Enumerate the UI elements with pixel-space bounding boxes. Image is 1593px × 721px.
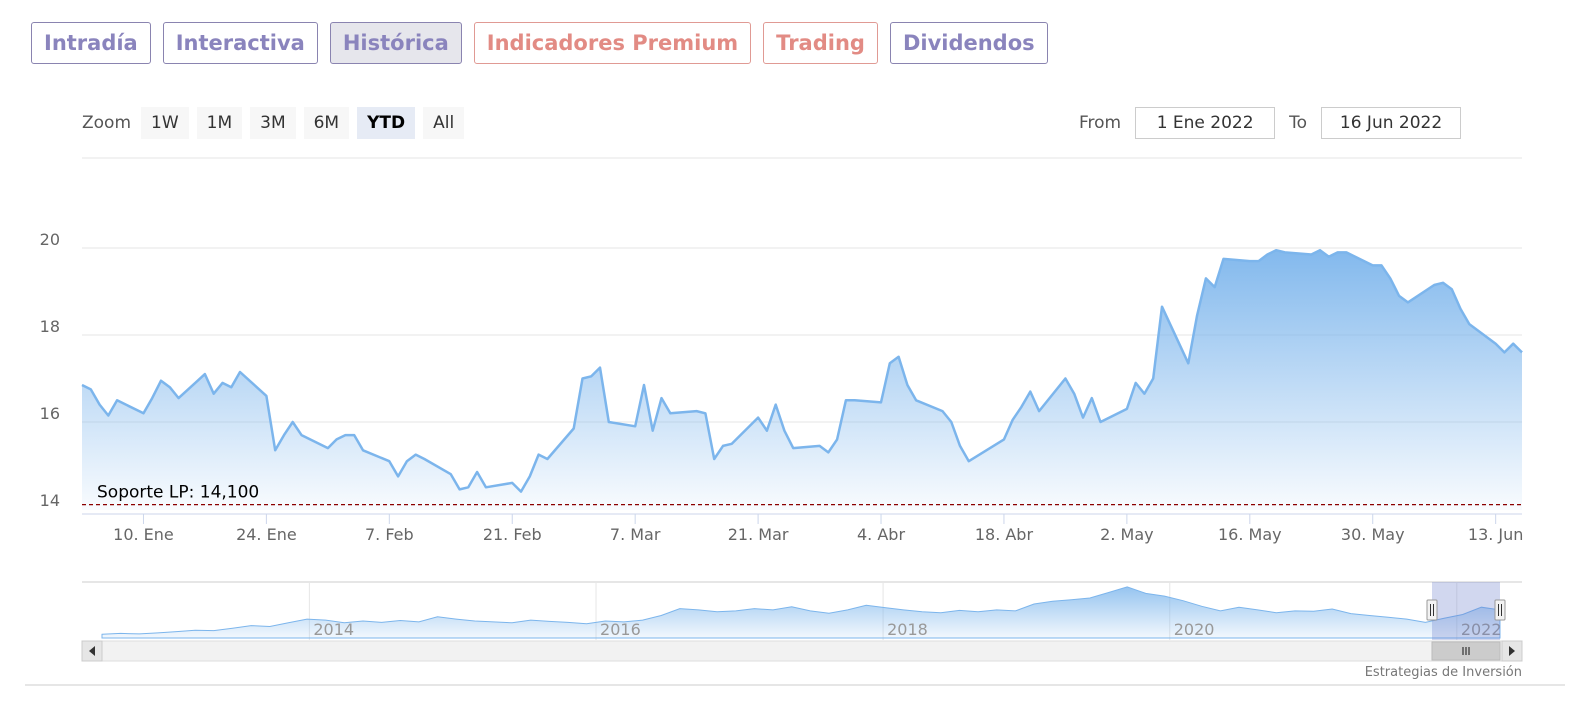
x-tick-label: 24. Ene — [236, 525, 297, 544]
navigator-year-label: 2014 — [313, 620, 354, 639]
x-tick-label: 7. Mar — [610, 525, 661, 544]
zoom-selector: Zoom 1W 1M 3M 6M YTD All — [82, 107, 465, 139]
y-axis-labels: 14 16 18 20 — [40, 230, 60, 510]
navigator-selection[interactable] — [1432, 582, 1500, 640]
y-tick-label: 18 — [40, 317, 60, 336]
x-tick-label: 4. Abr — [857, 525, 905, 544]
y-tick-label: 20 — [40, 230, 60, 249]
credit-text[interactable]: Estrategias de Inversión — [1365, 665, 1522, 680]
navigator-year-labels: 2014 2016 2018 2020 2022 — [313, 620, 1501, 639]
x-tick-label: 13. Jun — [1468, 525, 1524, 544]
zoom-button-ytd[interactable]: YTD — [357, 107, 416, 139]
zoom-buttons: 1W 1M 3M 6M YTD All — [141, 107, 465, 139]
x-tick-label: 21. Mar — [728, 525, 789, 544]
navigator-year-label: 2018 — [887, 620, 928, 639]
from-label: From — [1079, 113, 1122, 133]
zoom-button-6m[interactable]: 6M — [303, 107, 350, 139]
support-label: Soporte LP: 14,100 — [97, 483, 259, 503]
from-date-input[interactable]: 1 Ene 2022 — [1135, 107, 1276, 139]
scrollbar-track[interactable] — [81, 640, 1523, 662]
grip-icon — [1462, 647, 1470, 655]
tab-indicadores-premium[interactable]: Indicadores Premium — [473, 22, 752, 64]
x-tick-label: 10. Ene — [113, 525, 174, 544]
price-area — [82, 250, 1522, 510]
navigator-left-handle[interactable] — [1426, 599, 1438, 621]
to-label: To — [1289, 113, 1308, 133]
x-tick-label: 7. Feb — [365, 525, 414, 544]
zoom-button-1w[interactable]: 1W — [141, 107, 189, 139]
zoom-button-all[interactable]: All — [423, 107, 465, 139]
zoom-label: Zoom — [82, 113, 132, 133]
tab-hist-rica[interactable]: Histórica — [329, 22, 462, 64]
tab-trading[interactable]: Trading — [763, 22, 878, 64]
x-tick-label: 2. May — [1100, 525, 1153, 544]
x-tick-label: 21. Feb — [483, 525, 542, 544]
navigator-year-label: 2022 — [1461, 620, 1502, 639]
navigator: 2014 2016 2018 2020 2022 — [82, 581, 1522, 640]
zoom-button-3m[interactable]: 3M — [250, 107, 296, 139]
arrow-right-icon — [1509, 646, 1515, 656]
date-range-selector: From 1 Ene 2022 To 16 Jun 2022 — [1079, 107, 1462, 139]
tab-dividendos[interactable]: Dividendos — [889, 22, 1048, 64]
scrollbar[interactable] — [81, 640, 1523, 662]
x-tick-label: 30. May — [1341, 525, 1405, 544]
arrow-left-icon — [89, 646, 95, 656]
price-line — [81, 248, 1523, 493]
tab-bar: Intradía Interactiva Histórica Indicadores … — [31, 22, 1048, 64]
x-tick-label: 16. May — [1218, 525, 1282, 544]
navigator-year-label: 2016 — [600, 620, 641, 639]
tab-interactiva[interactable]: Interactiva — [162, 22, 318, 64]
navigator-right-handle[interactable] — [1494, 599, 1506, 621]
tab-intrad-a[interactable]: Intradía — [31, 22, 151, 64]
to-date-input[interactable]: 16 Jun 2022 — [1321, 107, 1462, 139]
y-tick-label: 14 — [40, 491, 60, 510]
x-axis-labels: 10. Ene 24. Ene 7. Feb 21. Feb 7. Mar 21. Mar… — [113, 514, 1523, 544]
x-tick-label: 18. Abr — [975, 525, 1034, 544]
navigator-year-label: 2020 — [1174, 620, 1215, 639]
y-tick-label: 16 — [40, 404, 60, 423]
navigator-series — [101, 586, 1501, 639]
zoom-button-1m[interactable]: 1M — [196, 107, 243, 139]
